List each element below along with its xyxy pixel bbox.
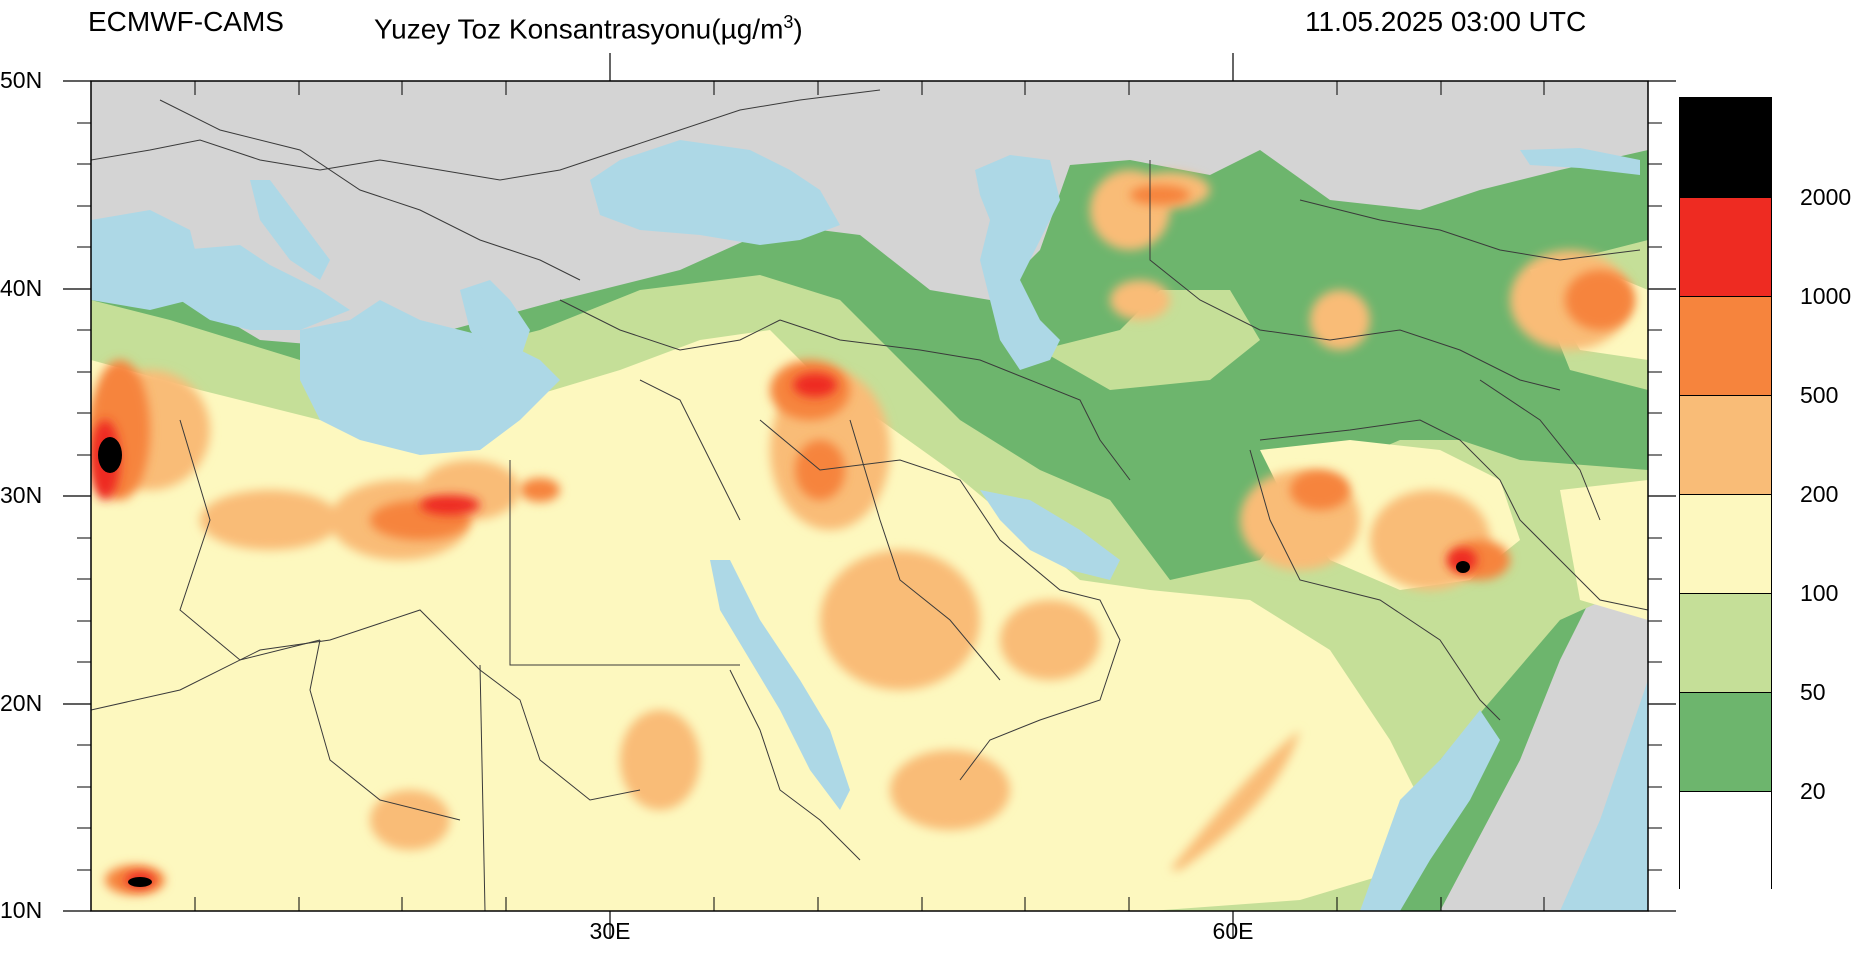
caspian-sea — [975, 155, 1060, 370]
lon-label: 60E — [1212, 918, 1254, 944]
border-line — [1249, 449, 1501, 721]
atlantic-bay — [91, 210, 200, 310]
border-line — [759, 419, 1121, 781]
border-line — [1149, 160, 1561, 391]
legend-swatch — [1680, 395, 1771, 494]
timestamp: 11.05.2025 03:00 UTC — [1305, 6, 1587, 37]
legend-label: 100 — [1800, 580, 1839, 606]
border-lines — [91, 89, 1648, 911]
persian-gulf — [980, 490, 1120, 580]
dust-field-over-2000 — [98, 437, 1470, 887]
legend-label: 20 — [1800, 778, 1826, 804]
lat-label: 50N — [0, 67, 43, 93]
map-title: Yuzey Toz Konsantrasyonu(µg/m3) — [374, 2, 803, 49]
border-line — [509, 460, 740, 666]
map-title-superscript: 3 — [783, 12, 794, 32]
border-line — [559, 299, 781, 351]
lat-label: 30N — [0, 482, 43, 508]
lake-balkhash — [1520, 148, 1640, 175]
aegean-sea — [460, 280, 530, 360]
legend-label: 200 — [1800, 481, 1839, 507]
legend-label: 2000 — [1800, 184, 1852, 210]
legend-swatch — [1680, 692, 1771, 791]
legend-label: 50 — [1800, 679, 1826, 705]
border-line — [849, 419, 1001, 681]
source-label: ECMWF-CAMS — [88, 6, 284, 37]
lat-label: 20N — [0, 690, 43, 716]
red-sea — [710, 560, 850, 810]
black-sea — [590, 140, 840, 245]
legend-swatch — [1680, 98, 1771, 197]
border-line — [179, 419, 321, 661]
border-line — [159, 99, 581, 281]
lon-ticks — [609, 53, 1234, 939]
legend-swatch — [1680, 197, 1771, 296]
map-title-close: ) — [793, 13, 803, 45]
border-line — [1259, 419, 1648, 611]
lat-ticks — [63, 80, 1676, 912]
border-line — [91, 89, 881, 181]
legend-swatch — [1680, 494, 1771, 593]
legend-swatch — [1680, 296, 1771, 395]
mediterranean-west — [180, 245, 350, 330]
lat-label: 40N — [0, 275, 43, 301]
map-title-main: Yuzey Toz Konsantrasyonu(µg/m — [374, 13, 784, 45]
adriatic-sea — [250, 180, 330, 280]
border-line — [91, 609, 641, 801]
water-bodies — [91, 140, 1648, 911]
legend-swatch — [1680, 791, 1771, 890]
legend-swatch — [1680, 593, 1771, 692]
minor-ticks — [77, 81, 1662, 911]
lon-label: 30E — [589, 918, 631, 944]
legend-colorbar — [1679, 97, 1772, 890]
border-line — [1299, 199, 1641, 261]
border-line — [639, 379, 741, 521]
border-line — [1479, 379, 1601, 521]
legend-label: 500 — [1800, 382, 1839, 408]
lat-label: 10N — [0, 897, 43, 923]
legend-label: 1000 — [1800, 283, 1852, 309]
arabian-sea — [1360, 710, 1500, 911]
bay-of-bengal — [1560, 680, 1648, 911]
border-line — [779, 319, 1131, 481]
border-line — [309, 639, 461, 821]
border-line — [479, 664, 486, 911]
border-line — [729, 669, 861, 861]
